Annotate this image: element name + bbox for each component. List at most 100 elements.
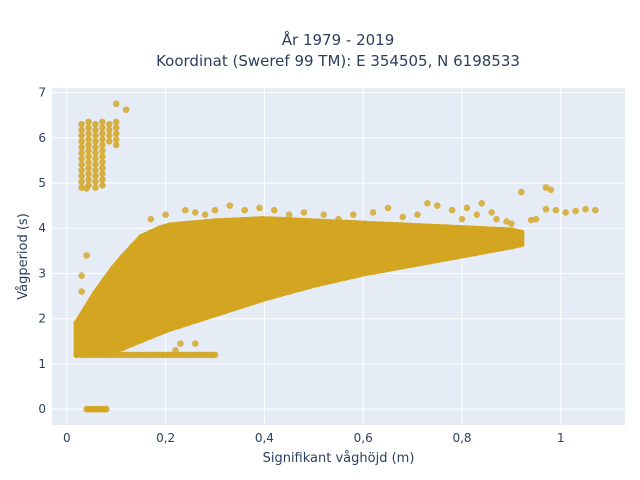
data-point bbox=[241, 206, 248, 214]
y-tick-label: 3 bbox=[38, 266, 46, 280]
data-point bbox=[82, 305, 90, 312]
y-tick-label: 2 bbox=[38, 312, 46, 326]
data-point bbox=[78, 161, 85, 168]
data-point bbox=[119, 344, 127, 351]
data-point bbox=[147, 229, 155, 237]
data-point bbox=[360, 220, 368, 228]
y-tick-label: 4 bbox=[38, 221, 46, 235]
data-point bbox=[443, 254, 451, 262]
data-point bbox=[249, 298, 256, 306]
data-points bbox=[73, 100, 599, 413]
data-point bbox=[138, 233, 145, 241]
data-point bbox=[277, 290, 284, 298]
data-point bbox=[221, 307, 229, 315]
data-point bbox=[106, 120, 113, 128]
chart-title-line-1: År 1979 - 2019 bbox=[282, 30, 395, 49]
data-point bbox=[360, 270, 368, 277]
data-point bbox=[99, 118, 106, 126]
data-point bbox=[350, 211, 357, 218]
data-point bbox=[99, 170, 106, 178]
data-point bbox=[92, 132, 99, 140]
data-point bbox=[99, 147, 106, 155]
data-point bbox=[304, 217, 312, 225]
data-point bbox=[552, 206, 560, 214]
data-point bbox=[184, 220, 192, 228]
data-point bbox=[490, 246, 497, 253]
data-point bbox=[241, 274, 248, 282]
data-point bbox=[175, 221, 182, 229]
x-tick-label: 0,2 bbox=[156, 431, 175, 445]
data-point bbox=[162, 211, 169, 218]
data-point bbox=[258, 215, 266, 223]
data-point bbox=[277, 216, 284, 224]
data-point bbox=[92, 178, 99, 186]
data-point bbox=[99, 176, 106, 183]
data-point bbox=[443, 224, 451, 231]
data-point bbox=[547, 186, 555, 194]
data-point bbox=[240, 301, 247, 309]
data-point bbox=[267, 216, 275, 223]
data-point bbox=[147, 332, 155, 340]
data-point bbox=[110, 264, 118, 272]
data-point bbox=[166, 325, 173, 333]
data-point bbox=[592, 206, 599, 214]
data-point bbox=[201, 211, 209, 218]
data-point bbox=[425, 223, 432, 231]
data-point bbox=[490, 226, 497, 233]
data-point bbox=[92, 161, 99, 168]
data-point bbox=[404, 261, 411, 268]
data-point bbox=[85, 164, 92, 172]
data-point bbox=[314, 218, 321, 225]
data-point bbox=[85, 141, 92, 149]
data-point bbox=[85, 135, 92, 143]
data-point bbox=[517, 229, 525, 237]
data-point bbox=[508, 227, 516, 234]
chart-title-line-2: Koordinat (Sweref 99 TM): E 354505, N 61… bbox=[156, 52, 520, 70]
data-point bbox=[332, 276, 340, 283]
data-point bbox=[416, 222, 423, 230]
data-point bbox=[434, 223, 442, 231]
data-point bbox=[191, 340, 199, 347]
data-point bbox=[295, 272, 303, 280]
data-point bbox=[147, 215, 155, 223]
data-point bbox=[85, 153, 92, 160]
data-point bbox=[542, 205, 550, 213]
data-point bbox=[106, 132, 113, 140]
data-point bbox=[78, 120, 85, 128]
data-point bbox=[78, 149, 85, 157]
data-point bbox=[240, 216, 247, 224]
tick-labels: 0 0,2 0,4 0,6 0,8 1 0 1 2 3 4 5 6 7 bbox=[38, 86, 564, 445]
data-point bbox=[101, 277, 108, 284]
data-point bbox=[99, 130, 106, 137]
data-point bbox=[103, 405, 110, 413]
data-point bbox=[78, 143, 85, 151]
data-point bbox=[453, 253, 460, 260]
x-tick-label: 0 bbox=[63, 431, 71, 445]
data-point bbox=[369, 268, 377, 275]
data-point bbox=[78, 132, 85, 140]
data-point bbox=[182, 206, 189, 214]
data-point bbox=[488, 209, 495, 216]
data-point bbox=[106, 126, 113, 134]
data-point bbox=[78, 178, 85, 186]
data-point bbox=[527, 216, 535, 224]
x-tick-label: 0,8 bbox=[452, 431, 471, 445]
data-point bbox=[434, 256, 442, 264]
data-point bbox=[286, 217, 294, 224]
data-point bbox=[462, 251, 469, 258]
data-point bbox=[267, 293, 275, 300]
data-point bbox=[458, 215, 466, 223]
x-tick-label: 1 bbox=[557, 431, 565, 445]
data-point bbox=[290, 270, 298, 277]
x-tick-label: 0,4 bbox=[255, 431, 274, 445]
data-point bbox=[78, 138, 85, 145]
data-point bbox=[453, 224, 460, 232]
data-point bbox=[211, 206, 219, 214]
data-point bbox=[112, 124, 120, 131]
data-point bbox=[341, 219, 349, 227]
data-point bbox=[78, 172, 85, 180]
data-point bbox=[99, 124, 106, 131]
data-point bbox=[379, 221, 386, 228]
data-point bbox=[93, 310, 100, 318]
data-point bbox=[175, 322, 182, 330]
